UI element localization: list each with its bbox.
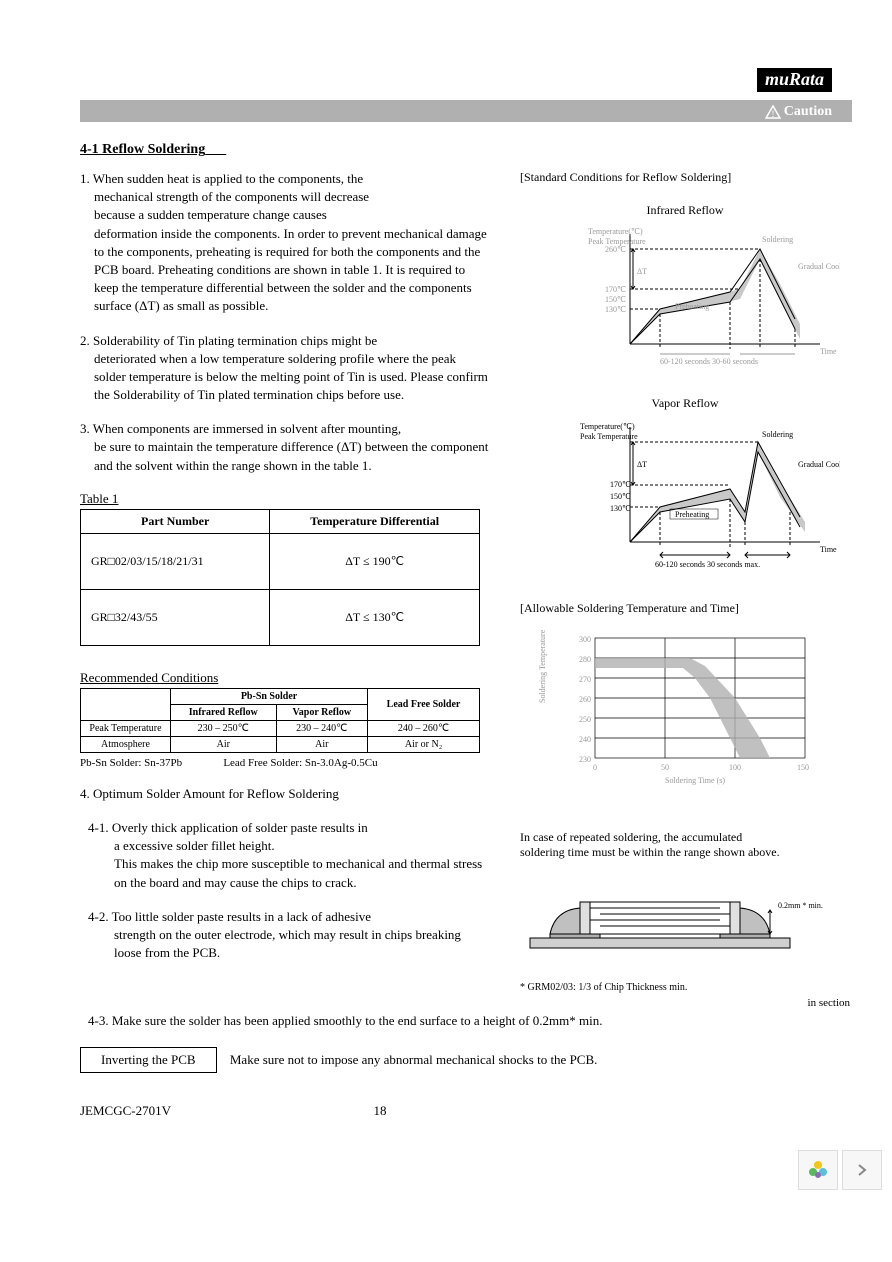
repeat-note-1: In case of repeated soldering, the accum… [520, 830, 850, 845]
svg-text:Soldering Time (s): Soldering Time (s) [665, 776, 725, 785]
ir-chart-title: Infrared Reflow [520, 203, 850, 218]
svg-text:170℃: 170℃ [605, 285, 626, 294]
thickness-note: * GRM02/03: 1/3 of Chip Thickness min. [520, 982, 850, 993]
svg-text:Time: Time [820, 347, 837, 356]
svg-text:Temperature(℃): Temperature(℃) [580, 422, 635, 431]
svg-text:ΔT: ΔT [637, 460, 647, 469]
table1-header-partnumber: Part Number [81, 509, 270, 533]
caution-banner: ! Caution [80, 100, 852, 122]
svg-text:230: 230 [579, 755, 591, 764]
inverting-pcb-box: Inverting the PCB [80, 1047, 217, 1073]
svg-text:300: 300 [579, 635, 591, 644]
chip-cross-section-diagram: 0.2mm * min. [520, 890, 850, 964]
svg-text:60-120 seconds 30 seconds max: 60-120 seconds 30 seconds max. [655, 560, 760, 569]
table1-title: Table 1 [80, 491, 490, 507]
svg-text:270: 270 [579, 675, 591, 684]
allowable-chart: 300 280 270 260 250 240 230 0 50 100 150… [520, 628, 850, 792]
svg-text:Peak Temperature: Peak Temperature [580, 432, 638, 441]
chevron-right-icon [855, 1163, 869, 1177]
viewer-logo-icon[interactable] [798, 1150, 838, 1190]
doc-code: JEMCGC-2701V [80, 1103, 280, 1119]
svg-text:Soldering Temperature (℃): Soldering Temperature (℃) [538, 628, 547, 703]
caution-label: Caution [784, 104, 832, 119]
svg-text:60-120 seconds 30-60 seconds: 60-120 seconds 30-60 seconds [660, 357, 758, 366]
svg-text:260℃: 260℃ [605, 245, 626, 254]
svg-text:Preheating: Preheating [675, 510, 709, 519]
allowable-heading: [Allowable Soldering Temperature and Tim… [520, 601, 850, 616]
svg-text:170℃: 170℃ [610, 480, 631, 489]
table-1: Part Number Temperature Differential GR□… [80, 509, 480, 646]
svg-text:130℃: 130℃ [605, 305, 626, 314]
paragraph-2: 2. Solderability of Tin plating terminat… [80, 332, 490, 405]
table1-header-tempdiff: Temperature Differential [270, 509, 480, 533]
svg-text:130℃: 130℃ [610, 504, 631, 513]
svg-text:150℃: 150℃ [605, 295, 626, 304]
inverting-row: Inverting the PCB Make sure not to impos… [80, 1047, 852, 1073]
next-page-button[interactable] [842, 1150, 882, 1190]
infrared-reflow-chart: Temperature(℃) Peak Temperature 260℃ 170… [520, 224, 850, 378]
paragraph-4-1: 4-1. Overly thick application of solder … [80, 819, 490, 892]
svg-text:150: 150 [797, 763, 809, 772]
svg-text:50: 50 [661, 763, 669, 772]
svg-text:!: ! [771, 109, 774, 119]
svg-text:Temperature(℃): Temperature(℃) [588, 227, 643, 236]
rec-note: Pb-Sn Solder: Sn-37Pb Lead Free Solder: … [80, 757, 490, 769]
svg-text:0.2mm * min.: 0.2mm * min. [778, 901, 823, 910]
svg-text:Gradual Cooling: Gradual Cooling [798, 460, 840, 469]
std-cond-heading: [Standard Conditions for Reflow Solderin… [520, 170, 850, 185]
svg-text:100: 100 [729, 763, 741, 772]
vr-chart-title: Vapor Reflow [520, 396, 850, 411]
svg-text:Time: Time [820, 545, 837, 554]
svg-text:Gradual Cooling: Gradual Cooling [798, 262, 840, 271]
paragraph-3: 3. When components are immersed in solve… [80, 420, 490, 475]
vapor-reflow-chart: Temperature(℃) Peak Temperature 170℃ 150… [520, 417, 850, 581]
brand-logo: muRata [757, 68, 832, 92]
svg-text:Soldering: Soldering [762, 235, 793, 244]
table1-row1-td: ΔT ≤ 130℃ [270, 589, 480, 645]
recommended-conditions-table: Pb-Sn Solder Lead Free Solder Infrared R… [80, 688, 480, 753]
paragraph-4-2: 4-2. Too little solder paste results in … [80, 908, 490, 963]
table1-row1-pn: GR□32/43/55 [81, 589, 270, 645]
svg-text:150℃: 150℃ [610, 492, 631, 501]
table1-row0-pn: GR□02/03/15/18/21/31 [81, 533, 270, 589]
paragraph-4-3: 4-3. Make sure the solder has been appli… [80, 1013, 852, 1029]
viewer-toolbar [798, 1150, 882, 1190]
svg-text:ΔT: ΔT [637, 267, 647, 276]
paragraph-1: 1. When sudden heat is applied to the co… [80, 170, 490, 316]
svg-text:260: 260 [579, 695, 591, 704]
repeat-note-2: soldering time must be within the range … [520, 845, 850, 860]
page-number: 18 [280, 1103, 480, 1119]
inverting-text: Make sure not to impose any abnormal mec… [230, 1052, 598, 1067]
table1-row0-td: ΔT ≤ 190℃ [270, 533, 480, 589]
rec-cond-title: Recommended Conditions [80, 670, 490, 686]
section-title: 4-1 Reflow Soldering [80, 142, 852, 158]
svg-text:250: 250 [579, 715, 591, 724]
svg-text:Preheating: Preheating [675, 302, 709, 311]
svg-text:280: 280 [579, 655, 591, 664]
svg-text:Soldering: Soldering [762, 430, 793, 439]
caution-triangle-icon: ! [765, 105, 781, 119]
paragraph-4: 4. Optimum Solder Amount for Reflow Sold… [80, 785, 490, 803]
svg-text:240: 240 [579, 735, 591, 744]
section-label: in section [520, 997, 850, 1009]
svg-text:0: 0 [593, 763, 597, 772]
